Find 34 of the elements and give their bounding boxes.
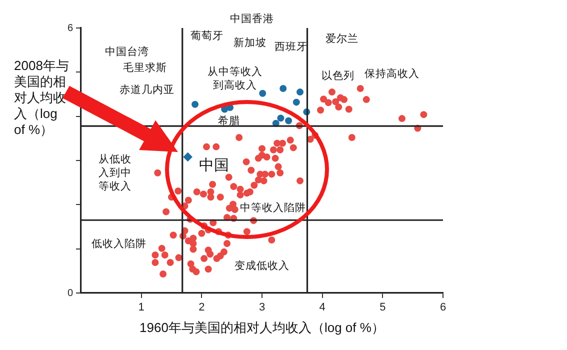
annotation: 新加坡 — [234, 36, 266, 49]
x-tick-label: 6 — [440, 302, 446, 314]
point — [277, 114, 284, 122]
x-tick-label: 2 — [198, 302, 205, 314]
point — [183, 152, 192, 162]
annotation: 希腊 — [218, 114, 240, 127]
point — [292, 98, 300, 106]
annotation: 从中等收入到高收入 — [208, 65, 262, 92]
annotation: 中等收入陷阱 — [240, 200, 306, 214]
annotation: 爱尔兰 — [326, 32, 358, 45]
annotation: 低收入陷阱 — [92, 236, 146, 250]
annotation: 变成低收入 — [234, 258, 290, 272]
annotation: 保持高收入 — [364, 66, 420, 80]
annotation: 中国 — [199, 157, 229, 174]
y-axis-title: 2008年与美国的相对人均收入（log of %） — [14, 58, 70, 138]
point — [285, 117, 292, 124]
x-tick-label: 5 — [380, 302, 386, 314]
text: 中国香港 — [230, 12, 274, 25]
annotation: 从低收入到中等收入 — [98, 152, 132, 192]
annotation: 西班牙 — [274, 40, 308, 53]
x-tick-label: 4 — [319, 302, 326, 314]
annotation: 赤道几内亚 — [120, 82, 174, 96]
x-tick-label: 3 — [258, 302, 266, 314]
y-tick-label: 0 — [67, 288, 74, 299]
annotation: 葡萄牙 — [190, 28, 224, 42]
point — [259, 90, 266, 97]
x-axis-title: 1960年与美国的相对人均收入（log of %） — [140, 320, 384, 335]
x-tick-label: 1 — [138, 302, 144, 314]
annotation: 以色列 — [322, 68, 354, 82]
point — [280, 85, 287, 92]
annotation: 毛里求斯 — [123, 60, 167, 74]
point — [296, 88, 304, 96]
point — [192, 100, 199, 108]
annotation: 中国台湾 — [105, 44, 149, 58]
